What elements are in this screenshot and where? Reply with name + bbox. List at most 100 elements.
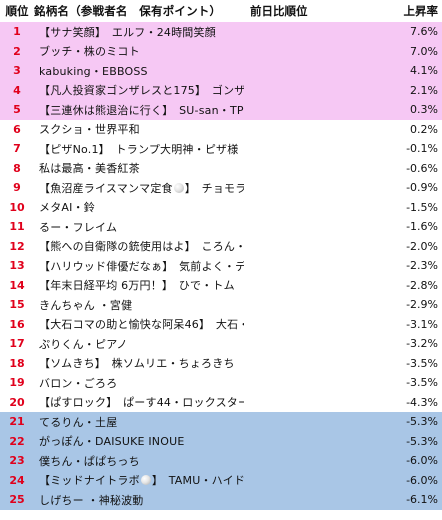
name-cell: るー・フレイム: [34, 219, 244, 235]
table-row: 12 【熊への自衛隊の銃使用はよ】 ころん・王大谷翔平 -2.0%: [0, 236, 442, 256]
rank-cell: 25: [9, 493, 25, 507]
rate-cell: -6.0%: [406, 454, 438, 468]
table-row: 6 スクショ・世界平和 0.2%: [0, 119, 442, 139]
name-cell: メタAI・鈴: [34, 199, 244, 215]
table-row: 7 【ピザNo.1】 トランプ大明神・ピザ様 -0.1%: [0, 139, 442, 159]
name-text: ぷりくん・ピアノ: [39, 337, 128, 351]
name-cell: kabuking・EBBOSS: [34, 63, 244, 79]
rate-cell: -0.1%: [406, 142, 438, 156]
name-cell: 僕ちん・ぱぱちっち: [34, 453, 244, 469]
rate-cell: -0.6%: [406, 161, 438, 175]
name-text: がっぽん・DAISUKE INOUE: [39, 435, 185, 449]
name-cell: きんちゃん ・宮健: [34, 297, 244, 313]
name-cell: 【ハリウッド俳優だなぁ】 気前よく・ディカぷりお: [34, 258, 244, 274]
table-row: 20 【ぱすロック】 ぱーす44・ロックスター -4.3%: [0, 392, 442, 412]
name-cell: がっぽん・DAISUKE INOUE: [34, 433, 244, 449]
name-text: 【ハリウッド俳優だなぁ】 気前よく・ディカぷりお: [39, 259, 244, 273]
name-cell: 私は最高・美香紅茶: [34, 160, 244, 176]
table-row: 19 バロン・ごろろ -3.5%: [0, 373, 442, 393]
rank-cell: 15: [9, 298, 25, 312]
rate-cell: 7.6%: [410, 25, 438, 39]
table-row: 22 がっぽん・DAISUKE INOUE -5.3%: [0, 431, 442, 451]
table-row: 2 ブッチ・株のミコト 7.0%: [0, 41, 442, 61]
table-row: 18 【ソムきち】 株ソムリエ・ちょろきち -3.5%: [0, 353, 442, 373]
table-row: 17 ぷりくん・ピアノ -3.2%: [0, 334, 442, 354]
name-cell: 【凡人投資家ゴンザレスと175】 ゴンザレス・ボヤッキー: [34, 82, 244, 98]
rate-cell: -2.3%: [406, 259, 438, 273]
table-row: 16 【大石コマの助と愉快な阿呆46】 大石・コマコマタイム -3.1%: [0, 314, 442, 334]
rank-cell: 5: [13, 103, 21, 117]
rank-cell: 22: [9, 434, 25, 448]
rate-cell: -3.2%: [406, 337, 438, 351]
table-row: 15 きんちゃん ・宮健 -2.9%: [0, 295, 442, 315]
name-text: 【ソムきち】 株ソムリエ・ちょろきち: [39, 357, 235, 371]
name-text: 【熊への自衛隊の銃使用はよ】 ころん・王大谷翔平: [39, 240, 244, 254]
name-text: kabuking・EBBOSS: [39, 64, 148, 78]
table-header: 順位 銘柄名（参戦者名 保有ポイント） 前日比順位 上昇率: [0, 0, 442, 22]
rate-cell: -5.3%: [406, 415, 438, 429]
table-row: 1 【サナ笑顔】 エルフ・24時間笑顔 7.6%: [0, 22, 442, 42]
table-row: 9 【魚沼産ライスマンマ定食】 チョモランマ・スライス -0.9%: [0, 178, 442, 198]
name-text: 私は最高・美香紅茶: [39, 162, 140, 176]
header-name: 銘柄名（参戦者名 保有ポイント）: [34, 4, 222, 18]
table-row: 5 【三連休は熊退治に行く】 SU-san・TP 0.3%: [0, 100, 442, 120]
name-cell: 【ミッドナイトラボ】 TAMU・ハイド博士: [34, 472, 244, 488]
rate-cell: -2.0%: [406, 239, 438, 253]
rank-cell: 4: [13, 83, 21, 97]
name-cell: ブッチ・株のミコト: [34, 43, 244, 59]
rank-cell: 2: [13, 44, 21, 58]
name-text: 【大石コマの助と愉快な阿呆46】 大石・コマコマタイム: [39, 318, 244, 332]
name-cell: 【ソムきち】 株ソムリエ・ちょろきち: [34, 355, 244, 371]
name-cell: しげちー ・神秘波動: [34, 492, 244, 508]
rate-cell: -6.0%: [406, 473, 438, 487]
name-cell: バロン・ごろろ: [34, 375, 244, 391]
rank-cell: 20: [9, 395, 25, 409]
rank-cell: 7: [13, 142, 21, 156]
rate-cell: -3.5%: [406, 356, 438, 370]
rate-cell: 4.1%: [410, 64, 438, 78]
rate-cell: -0.9%: [406, 181, 438, 195]
rate-cell: 0.3%: [410, 103, 438, 117]
rank-cell: 14: [9, 278, 25, 292]
rank-cell: 8: [13, 161, 21, 175]
table-row: 3 kabuking・EBBOSS 4.1%: [0, 61, 442, 81]
rank-cell: 12: [9, 239, 25, 253]
rank-cell: 9: [13, 181, 21, 195]
rate-cell: -3.1%: [406, 317, 438, 331]
table-row: 24 【ミッドナイトラボ】 TAMU・ハイド博士 -6.0%: [0, 470, 442, 490]
rate-cell: -5.3%: [406, 434, 438, 448]
name-cell: 【年末日経平均 6万円！】 ひで・トム: [34, 277, 244, 293]
rank-cell: 3: [13, 64, 21, 78]
name-text: きんちゃん ・宮健: [39, 298, 133, 312]
name-text-tail: 】 TAMU・ハイド博士: [151, 474, 244, 488]
table-row: 14 【年末日経平均 6万円！】 ひで・トム -2.8%: [0, 275, 442, 295]
table-row: 23 僕ちん・ぱぱちっち -6.0%: [0, 451, 442, 471]
name-cell: 【ピザNo.1】 トランプ大明神・ピザ様: [34, 141, 244, 157]
name-text: 【ぱすロック】 ぱーす44・ロックスター: [39, 396, 244, 410]
name-text: バロン・ごろろ: [39, 376, 118, 390]
ball-icon: [173, 182, 184, 193]
rank-cell: 17: [9, 337, 25, 351]
rank-cell: 13: [9, 259, 25, 273]
name-cell: スクショ・世界平和: [34, 121, 244, 137]
name-text: メタAI・鈴: [39, 201, 95, 215]
table-row: 8 私は最高・美香紅茶 -0.6%: [0, 158, 442, 178]
rank-cell: 24: [9, 473, 25, 487]
name-text: 【年末日経平均 6万円！】 ひで・トム: [39, 279, 235, 293]
name-text: 【サナ笑顔】 エルフ・24時間笑顔: [39, 25, 216, 39]
rate-cell: -6.1%: [406, 493, 438, 507]
name-cell: ぷりくん・ピアノ: [34, 336, 244, 352]
rank-cell: 23: [9, 454, 25, 468]
header-rate: 上昇率: [403, 4, 439, 18]
table-row: 25 しげちー ・神秘波動 -6.1%: [0, 490, 442, 510]
rate-cell: -2.8%: [406, 278, 438, 292]
table-body: 1 【サナ笑顔】 エルフ・24時間笑顔 7.6% 2 ブッチ・株のミコト 7.0% 3 kab…: [0, 22, 442, 510]
table-row: 13 【ハリウッド俳優だなぁ】 気前よく・ディカぷりお -2.3%: [0, 256, 442, 276]
header-rank: 順位: [5, 4, 29, 18]
name-cell: 【大石コマの助と愉快な阿呆46】 大石・コマコマタイム: [34, 316, 244, 332]
rate-cell: -2.9%: [406, 298, 438, 312]
rate-cell: -1.5%: [406, 200, 438, 214]
name-cell: てるりん・土屋: [34, 414, 244, 430]
name-text: 【魚沼産ライスマンマ定食: [39, 181, 173, 195]
